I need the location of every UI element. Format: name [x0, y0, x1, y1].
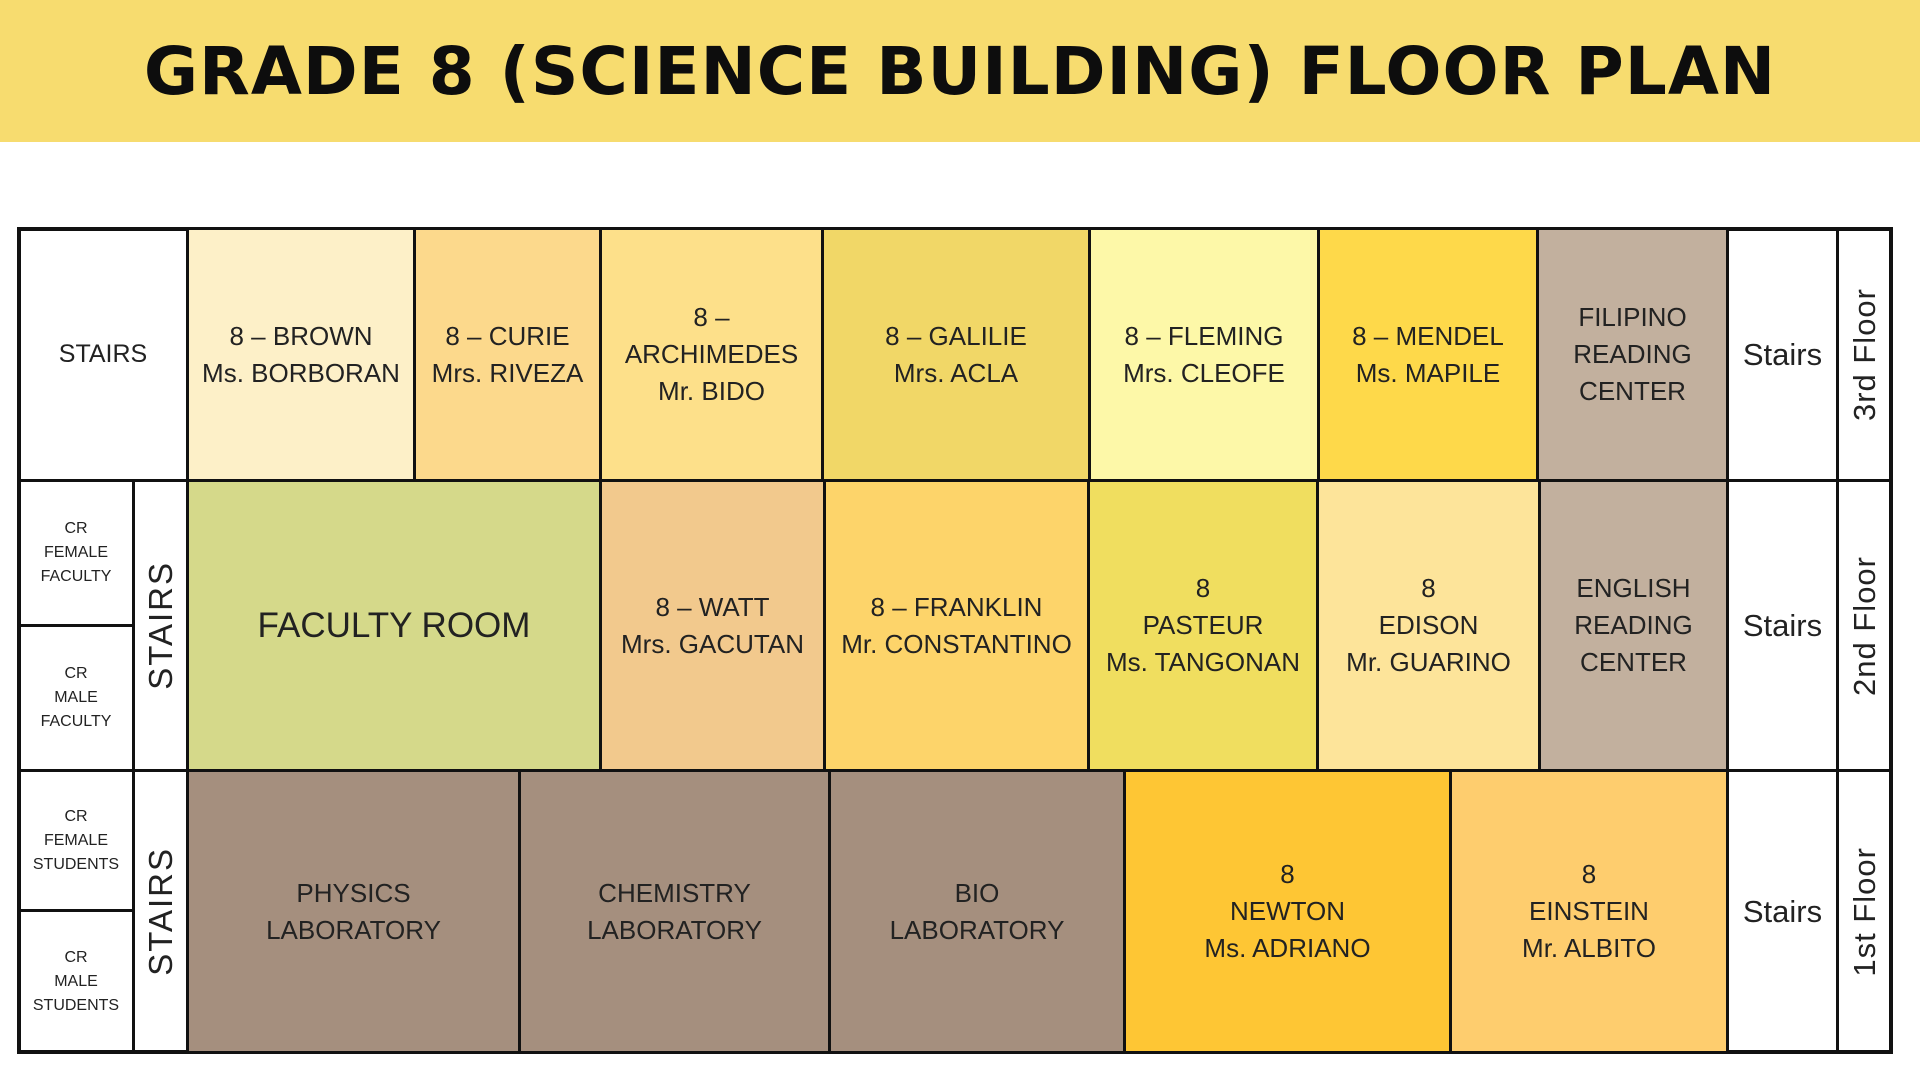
stairs-right-3rd-floor: Stairs [1726, 227, 1839, 482]
room-8-edison: 8 EDISON Mr. GUARINO [1316, 479, 1541, 772]
stairs-left-3rd-floor: STAIRS [17, 227, 189, 482]
floor-label-3rd: 3rd Floor [1836, 227, 1893, 482]
stairs-right-2nd-floor: Stairs [1726, 479, 1839, 772]
floor-label-1st: 1st Floor [1836, 769, 1893, 1054]
faculty-room: FACULTY ROOM [186, 479, 602, 772]
filipino-reading-center: FILIPINO READING CENTER [1536, 227, 1729, 482]
stairs-left-2nd-floor: STAIRS [132, 479, 189, 772]
floor-plan: STAIRS 8 – BROWN Ms. BORBORAN 8 – CURIE … [17, 227, 1893, 1054]
physics-laboratory: PHYSICS LABORATORY [186, 769, 521, 1054]
english-reading-center: ENGLISH READING CENTER [1538, 479, 1729, 772]
floor-label-2nd: 2nd Floor [1836, 479, 1893, 772]
chemistry-laboratory: CHEMISTRY LABORATORY [518, 769, 831, 1054]
room-8-galilie: 8 – GALILIE Mrs. ACLA [821, 227, 1091, 482]
title-banner: GRADE 8 (SCIENCE BUILDING) FLOOR PLAN [0, 0, 1920, 142]
page-title: GRADE 8 (SCIENCE BUILDING) FLOOR PLAN [143, 32, 1777, 110]
room-8-pasteur: 8 PASTEUR Ms. TANGONAN [1087, 479, 1319, 772]
room-8-einstein: 8 EINSTEIN Mr. ALBITO [1449, 769, 1729, 1054]
stairs-right-1st-floor: Stairs [1726, 769, 1839, 1054]
room-8-franklin: 8 – FRANKLIN Mr. CONSTANTINO [823, 479, 1090, 772]
cr-male-faculty: CR MALE FACULTY [17, 624, 135, 772]
room-8-mendel: 8 – MENDEL Ms. MAPILE [1317, 227, 1539, 482]
cr-female-students: CR FEMALE STUDENTS [17, 769, 135, 912]
bio-laboratory: BIO LABORATORY [828, 769, 1126, 1054]
room-8-curie: 8 – CURIE Mrs. RIVEZA [413, 227, 602, 482]
room-8-brown: 8 – BROWN Ms. BORBORAN [186, 227, 416, 482]
cr-male-students: CR MALE STUDENTS [17, 909, 135, 1054]
room-8-watt: 8 – WATT Mrs. GACUTAN [599, 479, 826, 772]
room-8-newton: 8 NEWTON Ms. ADRIANO [1123, 769, 1452, 1054]
stairs-left-1st-floor: STAIRS [132, 769, 189, 1054]
room-8-archimedes: 8 – ARCHIMEDES Mr. BIDO [599, 227, 824, 482]
room-8-fleming: 8 – FLEMING Mrs. CLEOFE [1088, 227, 1320, 482]
cr-female-faculty: CR FEMALE FACULTY [17, 479, 135, 627]
